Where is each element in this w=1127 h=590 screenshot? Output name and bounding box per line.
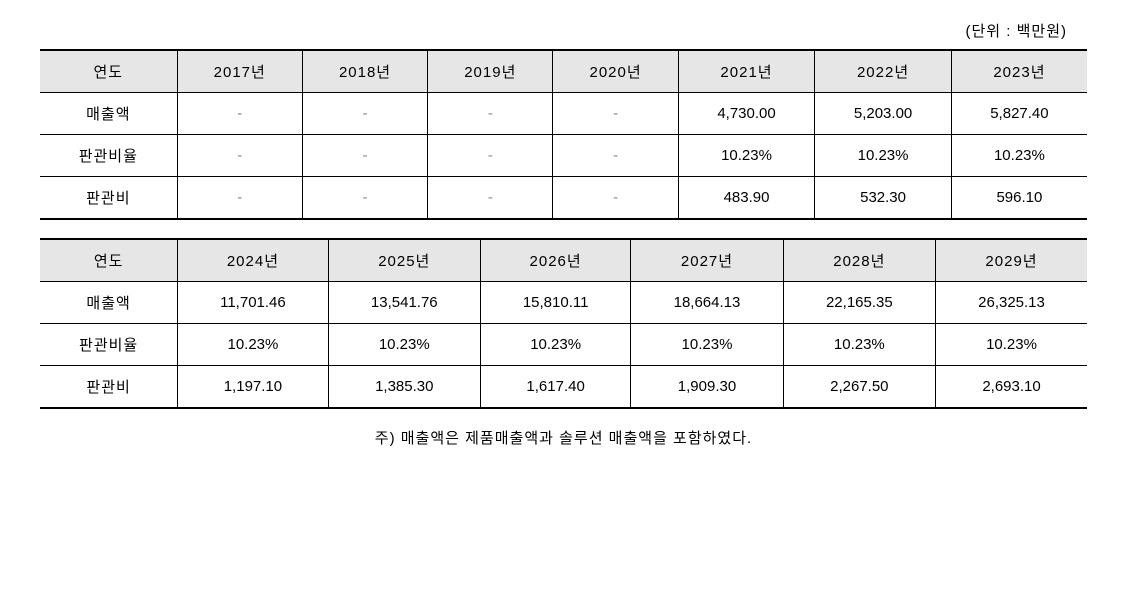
cell: 5,203.00 [815,93,952,135]
cell: 11,701.46 [178,282,328,324]
table-row: 판관비율 - - - - 10.23% 10.23% 10.23% [40,135,1087,177]
table1-header: 2023년 [951,50,1087,93]
cell: 483.90 [678,177,815,220]
cell: 1,909.30 [631,366,783,409]
cell: 2,267.50 [783,366,935,409]
table2-header: 2025년 [328,239,480,282]
table-row: 매출액 11,701.46 13,541.76 15,810.11 18,664… [40,282,1087,324]
cell: 10.23% [783,324,935,366]
cell: - [302,135,427,177]
table1-header-row: 연도 2017년 2018년 2019년 2020년 2021년 2022년 2… [40,50,1087,93]
cell: 18,664.13 [631,282,783,324]
cell: - [428,93,553,135]
cell: - [553,135,678,177]
row-label: 판관비율 [40,324,178,366]
cell: 1,385.30 [328,366,480,409]
cell: - [177,135,302,177]
cell: 2,693.10 [936,366,1087,409]
table1-header: 연도 [40,50,177,93]
table2-header: 연도 [40,239,178,282]
table-row: 판관비 1,197.10 1,385.30 1,617.40 1,909.30 … [40,366,1087,409]
cell: - [177,177,302,220]
financial-table-1: 연도 2017년 2018년 2019년 2020년 2021년 2022년 2… [40,49,1087,220]
row-label: 판관비율 [40,135,177,177]
cell: 10.23% [815,135,952,177]
table2-header: 2027년 [631,239,783,282]
cell: - [302,177,427,220]
row-label: 판관비 [40,366,178,409]
table2-header: 2024년 [178,239,328,282]
cell: 1,617.40 [480,366,630,409]
cell: 10.23% [631,324,783,366]
table1-header: 2021년 [678,50,815,93]
cell: 5,827.40 [951,93,1087,135]
table-row: 매출액 - - - - 4,730.00 5,203.00 5,827.40 [40,93,1087,135]
table2-header: 2029년 [936,239,1087,282]
cell: 10.23% [178,324,328,366]
cell: 596.10 [951,177,1087,220]
cell: 15,810.11 [480,282,630,324]
table1-header: 2019년 [428,50,553,93]
table1-header: 2018년 [302,50,427,93]
cell: - [428,135,553,177]
cell: 10.23% [480,324,630,366]
cell: - [553,93,678,135]
cell: - [302,93,427,135]
cell: 26,325.13 [936,282,1087,324]
cell: 13,541.76 [328,282,480,324]
table-row: 판관비 - - - - 483.90 532.30 596.10 [40,177,1087,220]
table1-header: 2022년 [815,50,952,93]
cell: 10.23% [951,135,1087,177]
table2-header: 2028년 [783,239,935,282]
footnote: 주) 매출액은 제품매출액과 솔루션 매출액을 포함하였다. [40,427,1087,448]
cell: 22,165.35 [783,282,935,324]
table1-header: 2017년 [177,50,302,93]
row-label: 매출액 [40,93,177,135]
cell: 10.23% [328,324,480,366]
cell: 4,730.00 [678,93,815,135]
cell: 10.23% [678,135,815,177]
cell: - [177,93,302,135]
table2-header: 2026년 [480,239,630,282]
cell: 532.30 [815,177,952,220]
table1-header: 2020년 [553,50,678,93]
row-label: 판관비 [40,177,177,220]
table-row: 판관비율 10.23% 10.23% 10.23% 10.23% 10.23% … [40,324,1087,366]
cell: 1,197.10 [178,366,328,409]
table2-header-row: 연도 2024년 2025년 2026년 2027년 2028년 2029년 [40,239,1087,282]
financial-table-2: 연도 2024년 2025년 2026년 2027년 2028년 2029년 매… [40,238,1087,409]
cell: 10.23% [936,324,1087,366]
cell: - [428,177,553,220]
row-label: 매출액 [40,282,178,324]
unit-label: (단위 : 백만원) [40,20,1087,41]
cell: - [553,177,678,220]
